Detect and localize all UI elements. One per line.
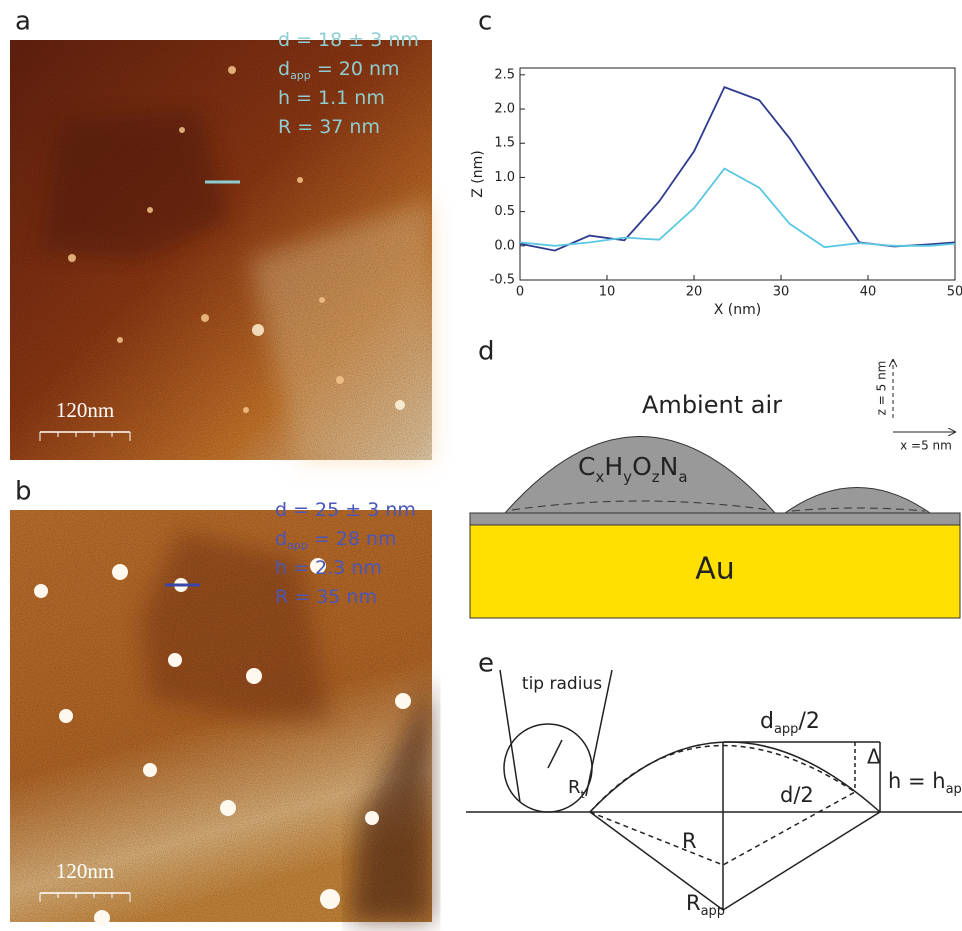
- x-axis-title: X (nm): [714, 302, 761, 318]
- y-tick-label: 2.5: [494, 67, 515, 82]
- annotation-part: app: [290, 69, 311, 82]
- formula-part: C: [578, 452, 595, 481]
- label-height-part: app: [946, 782, 962, 797]
- label-d-app-part: /2: [798, 709, 819, 734]
- annotation-part: d: [278, 58, 290, 80]
- y-tick-label: 2.0: [494, 102, 515, 117]
- y-tick-label: 1.0: [494, 170, 515, 185]
- medium-label: Ambient air: [642, 391, 782, 419]
- figure: abcded = 18 ± 3 nmdapp = 20 nmh = 1.1 nm…: [0, 0, 962, 931]
- annotation-part: app: [287, 539, 308, 552]
- panel-label: b: [15, 477, 32, 507]
- annotation: R = 37 nm: [278, 116, 380, 138]
- x-scale-label: x =5 nm: [900, 439, 952, 453]
- annotation: h = 1.1 nm: [278, 87, 385, 109]
- label-rt-part: t: [581, 788, 586, 801]
- x-tick-label: 10: [599, 285, 616, 300]
- formula-part: N: [660, 452, 679, 481]
- label-rt: Rt: [568, 777, 586, 801]
- label-height-part: h = h: [888, 769, 946, 793]
- annotation-part: R = 35 nm: [275, 586, 377, 608]
- x-tick-label: 20: [686, 285, 703, 300]
- formula-part: y: [623, 468, 632, 486]
- label-height: h = happ: [888, 769, 962, 797]
- y-tick-label: 1.5: [494, 136, 515, 151]
- line-series: [520, 169, 955, 248]
- scale-bar-label: 120nm: [56, 859, 114, 883]
- formula-part: a: [678, 468, 687, 486]
- annotation: d = 18 ± 3 nm: [278, 29, 419, 51]
- label-half-d: d/2: [780, 783, 814, 807]
- formula: CxHyOzNa: [578, 452, 688, 486]
- x-tick-label: 40: [860, 285, 877, 300]
- y-axis-title: Z (nm): [470, 150, 486, 197]
- formula-part: z: [652, 468, 660, 486]
- y-tick-label: 0.5: [494, 204, 515, 219]
- formula-part: O: [632, 452, 652, 481]
- label-r-app-part: R: [686, 891, 701, 915]
- label-d-app-part: d: [760, 709, 774, 734]
- annotation: h = 2.3 nm: [275, 557, 382, 579]
- annotation-part: h = 2.3 nm: [275, 557, 382, 579]
- formula-part: x: [595, 468, 604, 486]
- panel-label: d: [478, 337, 495, 367]
- plot-frame: [520, 68, 955, 280]
- substrate-label: Au: [695, 552, 735, 587]
- delta-label: Δ: [867, 745, 881, 769]
- x-tick-label: 30: [773, 285, 790, 300]
- y-tick-label: 0.0: [494, 238, 515, 253]
- annotation-part: h = 1.1 nm: [278, 87, 385, 109]
- z-scale-label: z = 5 nm: [875, 361, 889, 416]
- label-r-app: Rapp: [686, 891, 725, 919]
- label-d-app: dapp/2: [760, 709, 820, 737]
- line-series: [520, 87, 955, 250]
- annotation-part: = 28 nm: [308, 528, 397, 550]
- annotation: d = 25 ± 3 nm: [275, 499, 416, 521]
- label-r: R: [682, 829, 697, 853]
- tip-label: tip radius: [522, 674, 602, 694]
- annotation: R = 35 nm: [275, 586, 377, 608]
- x-tick-label: 50: [947, 285, 962, 300]
- formula-part: H: [604, 452, 623, 481]
- annotation-part: R = 37 nm: [278, 116, 380, 138]
- annotation-part: d = 18 ± 3 nm: [278, 29, 419, 51]
- y-tick-label: -0.5: [490, 273, 515, 288]
- label-d-app-part: app: [774, 722, 798, 737]
- scale-bar-label: 120nm: [56, 398, 114, 422]
- annotation-part: d = 25 ± 3 nm: [275, 499, 416, 521]
- panel-label: a: [15, 7, 31, 37]
- panel-label: c: [478, 7, 492, 37]
- panel-label: e: [478, 649, 494, 679]
- annotation-part: = 20 nm: [311, 58, 400, 80]
- label-r-app-part: app: [701, 904, 725, 919]
- annotation-part: d: [275, 528, 287, 550]
- x-tick-label: 0: [516, 285, 524, 300]
- label-rt-part: R: [568, 777, 581, 798]
